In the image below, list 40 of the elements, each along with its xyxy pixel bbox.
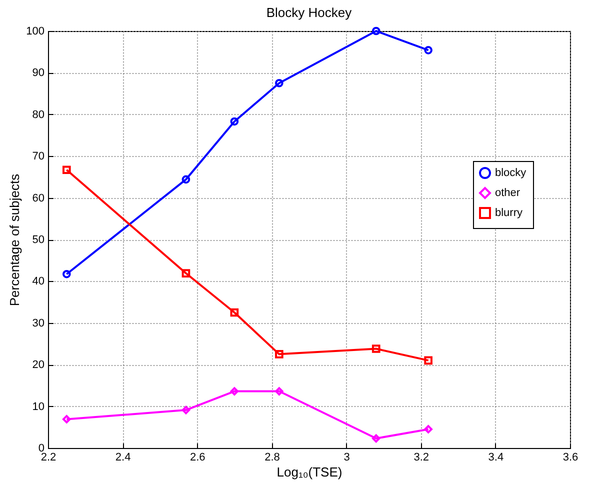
point [424,425,432,434]
point [372,344,380,353]
x-tick-label: 3.6 [562,452,578,464]
y-tick-label: 100 [26,26,44,38]
y-tick-label: 80 [32,108,44,121]
point [182,175,190,184]
point [230,117,239,126]
point [372,26,380,36]
legend-label: blocky [495,167,527,179]
y-tick-label: 50 [32,234,44,246]
x-tick-label: 2.4 [115,452,131,464]
point [182,269,190,278]
x-tick-label: 2.6 [190,452,206,464]
point [230,308,239,317]
y-tick-label: 90 [32,67,44,80]
x-axis-title: Log₁₀(TSE) [276,464,342,480]
x-tick-label: 3.4 [488,452,504,464]
y-tick-label: 40 [32,276,44,288]
y-tick-label: 10 [32,400,44,413]
point [424,356,432,365]
x-tick-label: 3.2 [414,452,430,464]
chart-title: Blocky Hockey [266,4,352,20]
point [275,350,284,358]
legend-label: other [495,187,520,199]
point [62,415,71,424]
point [372,434,380,443]
x-tick-label: 2.8 [264,452,280,464]
y-tick-label: 70 [32,150,44,163]
point [275,387,284,396]
y-axis-title: Percentage of subjects [7,173,22,306]
y-tick-label: 20 [32,359,44,372]
x-tick-label: 2.2 [40,452,56,464]
point [182,406,190,414]
y-tick-label: 60 [32,192,44,204]
legend-label: blurry [495,207,524,219]
point [275,78,284,88]
point [230,387,239,396]
y-tick-label: 30 [32,317,44,330]
point [62,166,71,174]
x-tick-label: 3 [344,452,350,464]
